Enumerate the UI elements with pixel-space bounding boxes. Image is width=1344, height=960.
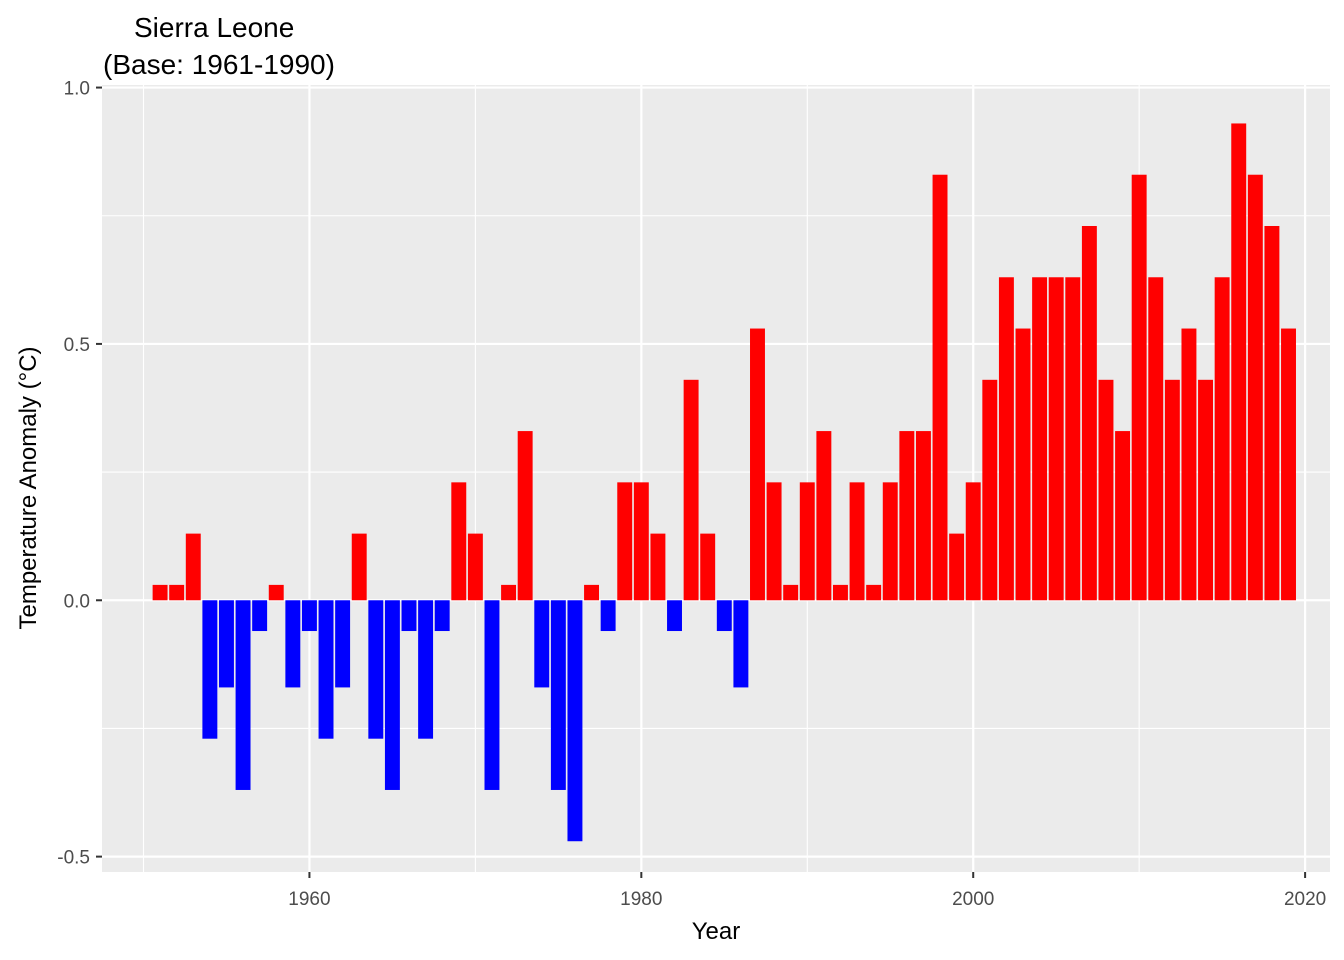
bar-1956 [235,600,251,790]
bar-1990 [799,482,815,601]
bar-2015 [1214,277,1230,601]
y-tick-label: -0.5 [57,848,90,869]
bar-1962 [335,600,351,688]
bar-1989 [783,584,799,601]
bar-1966 [401,600,417,632]
bar-2016 [1231,123,1247,601]
bar-1960 [301,600,317,632]
bar-2011 [1148,277,1164,601]
bar-1974 [534,600,550,688]
bar-1991 [816,431,832,601]
bar-1954 [202,600,218,739]
bar-2018 [1264,225,1280,601]
bar-1993 [849,482,865,601]
bar-2004 [1032,277,1048,601]
y-tick-label: 0.0 [64,591,90,612]
axis-ticks: 1960 1980 2000 2020 -0.5 0.0 0.5 1.0 [57,79,1326,910]
bar-2006 [1065,277,1081,601]
bar-1980 [633,482,649,601]
bar-1968 [434,600,450,632]
bar-1978 [600,600,616,632]
bar-2019 [1281,328,1296,601]
bar-1953 [185,533,201,601]
bar-1985 [716,600,732,632]
bar-1995 [882,482,898,601]
x-tick-label: 2020 [1284,889,1326,910]
bar-1992 [832,584,848,601]
bar-1977 [584,584,600,601]
bar-1972 [501,584,517,601]
bar-1986 [733,600,749,688]
bar-2017 [1247,174,1263,601]
bar-1952 [169,584,185,601]
bar-1963 [351,533,367,601]
bar-2005 [1048,277,1064,601]
bar-2008 [1098,379,1114,601]
y-axis-title: Temperature Anomaly (°C) [15,346,42,629]
bar-1965 [384,600,400,790]
bar-1955 [218,600,234,688]
bar-1976 [567,600,583,842]
bar-1999 [949,533,965,601]
bar-2013 [1181,328,1197,601]
bars [152,123,1296,842]
x-tick-label: 1980 [620,889,662,910]
bar-1998 [932,174,948,601]
bar-1996 [899,431,915,601]
bar-1983 [683,379,699,601]
bar-1979 [617,482,633,601]
chart-subtitle: (Base: 1961-1990) [103,49,335,80]
bar-1971 [484,600,500,790]
bar-1981 [650,533,666,601]
y-tick-label: 0.5 [64,335,90,356]
chart-title: Sierra Leone [134,12,295,43]
bar-2007 [1081,225,1097,601]
bar-1957 [252,600,268,632]
bar-2002 [998,277,1014,601]
bar-1997 [915,431,931,601]
bar-1964 [368,600,384,739]
y-tick-label: 1.0 [64,79,90,100]
x-axis-title: Year [692,918,741,945]
bar-2000 [965,482,981,601]
bar-1987 [750,328,765,601]
bar-2009 [1115,431,1131,601]
bar-1959 [285,600,301,688]
bar-1988 [766,482,782,601]
bar-1970 [467,533,483,601]
bar-2001 [982,379,998,601]
bar-2012 [1164,379,1180,601]
bar-1982 [667,600,682,632]
bar-1951 [152,584,168,601]
x-tick-label: 2000 [952,889,994,910]
x-tick-label: 1960 [288,889,330,910]
bar-2010 [1131,174,1147,601]
bar-1961 [318,600,334,739]
bar-1984 [700,533,716,601]
bar-2003 [1015,328,1031,601]
bar-1973 [517,431,533,601]
bar-1969 [451,482,467,601]
bar-1975 [550,600,566,790]
bar-1967 [418,600,434,739]
bar-1958 [268,584,284,601]
bar-2014 [1198,379,1214,601]
bar-1994 [866,584,882,601]
